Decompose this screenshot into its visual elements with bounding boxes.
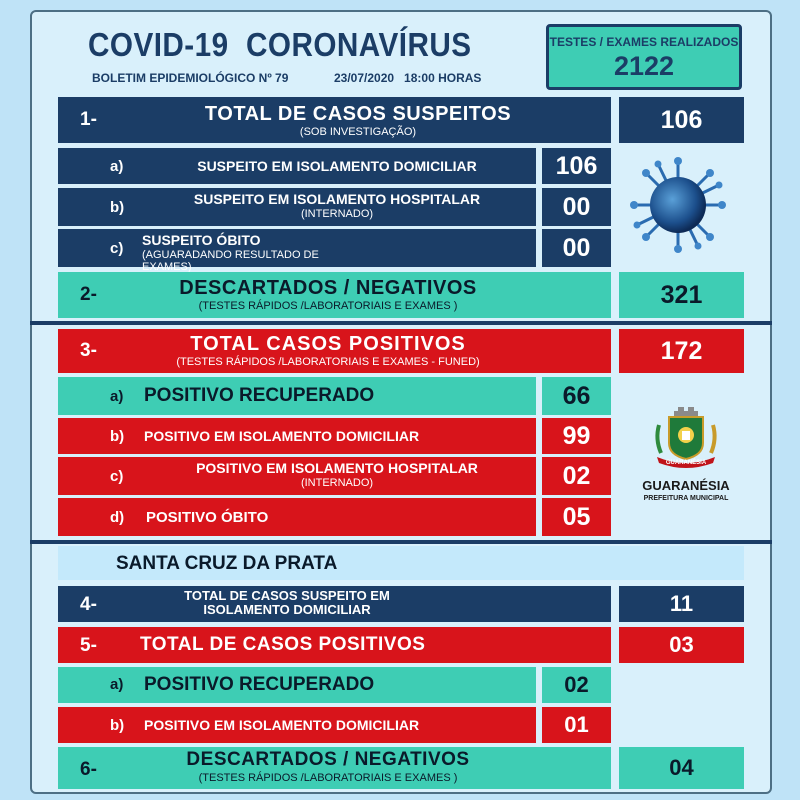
district-item-a-value: 02 [542,667,611,703]
item-index: a) [110,158,124,175]
page-title: COVID-19 CORONAVÍRUS [88,26,472,63]
suspect-item-a-value: 106 [542,148,611,184]
item-index: b) [110,199,125,216]
positive-item-b-value: 99 [542,418,611,454]
tests-value: 2122 [613,51,675,81]
section-index: 3- [80,340,97,361]
district-item-b-value: 01 [542,707,611,743]
logo-ribbon: GUARANÉSIA [665,460,707,466]
item-label: SUSPEITO EM ISOLAMENTO HOSPITALAR (INTER… [193,191,481,221]
section-index: 5- [80,635,97,656]
tests-label: TESTES / EXAMES REALIZADOS [549,35,739,49]
bulletin-date: 23/07/2020 18:00 HORAS [334,71,482,85]
bulletin-number: BOLETIM EPIDEMIOLÓGICO Nº 79 [92,71,289,85]
item-label: POSITIVO EM ISOLAMENTO DOMICILIAR [144,717,420,733]
positive-total-value: 172 [619,329,744,373]
item-label: POSITIVO EM ISOLAMENTO DOMICILIAR [144,428,420,444]
district-discarded-bar: 6- DESCARTADOS / NEGATIVOS (TESTES RÁPID… [58,747,611,789]
logo-subtitle: PREFEITURA MUNICIPAL [643,495,729,502]
suspect-item-c: c) SUSPEITO ÓBITO (AGUARADANDO RESULTADO… [58,229,536,273]
positive-item-a-value: 66 [542,377,611,415]
positive-total-label: TOTAL CASOS POSITIVOS (TESTES RÁPIDOS /L… [176,333,480,368]
district-suspect-label: TOTAL DE CASOS SUSPEITO EM ISOLAMENTO DO… [184,588,390,618]
district-discarded-value: 04 [619,747,744,789]
section-index: 2- [80,284,97,305]
positive-item-a: a) POSITIVO RECUPERADO [58,377,536,415]
discarded-value: 321 [619,272,744,318]
item-label: POSITIVO RECUPERADO [144,385,375,406]
positive-item-d: d) POSITIVO ÓBITO [58,498,536,536]
district-item-a: a) POSITIVO RECUPERADO [58,667,536,703]
item-index: c) [110,240,124,257]
district-positive-bar: 5- TOTAL DE CASOS POSITIVOS [58,627,611,663]
positive-item-b: b) POSITIVO EM ISOLAMENTO DOMICILIAR [58,418,536,454]
section-index: 4- [80,594,97,615]
item-index: a) [110,388,124,405]
tests-box: TESTES / EXAMES REALIZADOS 2122 [546,24,742,90]
coronavirus-icon [628,155,728,255]
suspect-total-label: TOTAL DE CASOS SUSPEITOS (SOB INVESTIGAÇ… [204,103,512,138]
section-index: 6- [80,759,97,780]
district-positive-label: TOTAL DE CASOS POSITIVOS [140,634,426,655]
district-header: SANTA CRUZ DA PRATA [58,546,744,580]
suspect-total-bar: 1- TOTAL DE CASOS SUSPEITOS (SOB INVESTI… [58,97,611,143]
item-index: b) [110,717,125,734]
item-label: POSITIVO RECUPERADO [144,674,375,695]
positive-item-c-value: 02 [542,457,611,495]
item-index: a) [110,676,124,693]
suspect-item-b-value: 00 [542,188,611,226]
suspect-item-c-value: 00 [542,229,611,267]
district-item-b: b) POSITIVO EM ISOLAMENTO DOMICILIAR [58,707,536,743]
logo-name: GUARANÉSIA [642,478,730,493]
suspect-item-b: b) SUSPEITO EM ISOLAMENTO HOSPITALAR (IN… [58,188,536,226]
positive-item-c: c) POSITIVO EM ISOLAMENTO HOSPITALAR (IN… [58,457,536,495]
district-positive-value: 03 [619,627,744,663]
item-label: POSITIVO EM ISOLAMENTO HOSPITALAR (INTER… [196,460,478,490]
discarded-bar: 2- DESCARTADOS / NEGATIVOS (TESTES RÁPID… [58,272,611,318]
district-suspect-bar: 4- TOTAL DE CASOS SUSPEITO EM ISOLAMENTO… [58,586,611,622]
municipal-logo: GUARANÉSIA GUARANÉSIA PREFEITURA MUNICIP… [628,405,744,517]
item-label: SUSPEITO ÓBITO (AGUARADANDO RESULTADO DE… [142,232,319,274]
positive-item-d-value: 05 [542,498,611,536]
suspect-item-a: a) SUSPEITO EM ISOLAMENTO DOMICILIAR [58,148,536,184]
section-index: 1- [80,109,97,130]
district-title: SANTA CRUZ DA PRATA [116,553,338,574]
section-divider [30,321,772,325]
section-divider [30,540,772,544]
discarded-label: DESCARTADOS / NEGATIVOS (TESTES RÁPIDOS … [179,277,477,312]
item-index: c) [110,468,124,485]
item-index: d) [110,509,125,526]
suspect-total-value: 106 [619,97,744,143]
district-suspect-value: 11 [619,586,744,622]
municipal-crest-icon [655,407,717,468]
item-label: POSITIVO ÓBITO [146,509,269,526]
item-index: b) [110,428,125,445]
positive-total-bar: 3- TOTAL CASOS POSITIVOS (TESTES RÁPIDOS… [58,329,611,373]
item-label: SUSPEITO EM ISOLAMENTO DOMICILIAR [197,158,477,174]
district-discarded-label: DESCARTADOS / NEGATIVOS (TESTES RÁPIDOS … [186,749,470,784]
